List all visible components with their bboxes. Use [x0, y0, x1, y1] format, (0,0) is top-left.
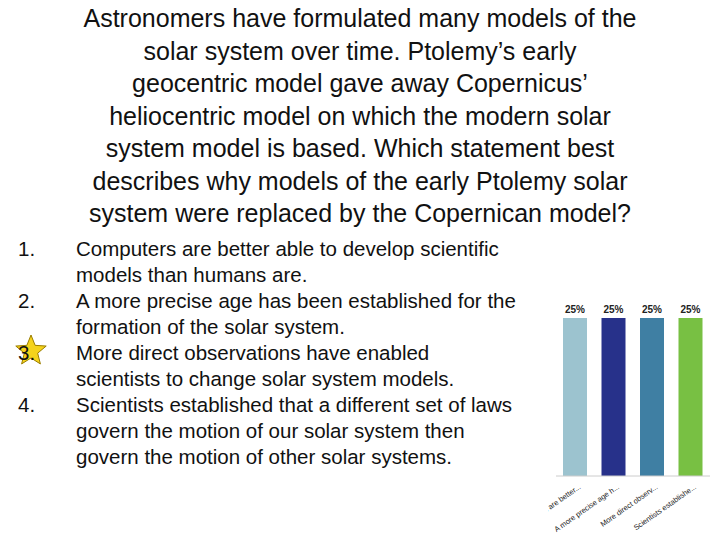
svg-text:25%: 25% [565, 304, 585, 315]
html-text:More direct observations have: More direct observations have enabled sc… [76, 341, 455, 390]
html-text:Astronomers have formulated ma: Astronomers have formulated many models … [83, 4, 637, 32]
html-text:describes why models of the ea: describes why models of the early Ptolem… [92, 166, 628, 195]
svg-text:Scientists establishe...: Scientists establishe... [632, 482, 698, 532]
html-text:Computers are better able to d: Computers are better able to develop sci… [76, 237, 499, 286]
svg-text:25%: 25% [603, 304, 623, 315]
svg-text:More direct observ...: More direct observ... [598, 482, 660, 529]
html-text:2.: 2. [18, 289, 36, 312]
html-text:4.: 4. [18, 393, 36, 416]
html-text:1.: 1. [18, 237, 36, 260]
html-text:system model is based. Which s: system model is based. Which statement b… [105, 134, 615, 162]
html-text:solar system over time. Ptolem: solar system over time. Ptolemy’s early [143, 36, 577, 65]
html-text:heliocentric model on which th: heliocentric model on which the modern s… [109, 101, 611, 130]
svg-text:25%: 25% [680, 304, 700, 315]
svg-text:25%: 25% [642, 304, 662, 315]
html-text:geocentric model gave away Cop: geocentric model gave away Copernicus’ [132, 69, 588, 97]
svg-text:A more precise age h...: A more precise age h... [553, 482, 621, 534]
html-text:A more precise age has been es: A more precise age has been established … [76, 289, 516, 338]
html-text:Scientists established that a: Scientists established that a different … [76, 393, 513, 468]
html-text:system were replaced by the Co: system were replaced by the Copernican m… [89, 199, 631, 227]
html-text:3.: 3. [18, 341, 36, 364]
